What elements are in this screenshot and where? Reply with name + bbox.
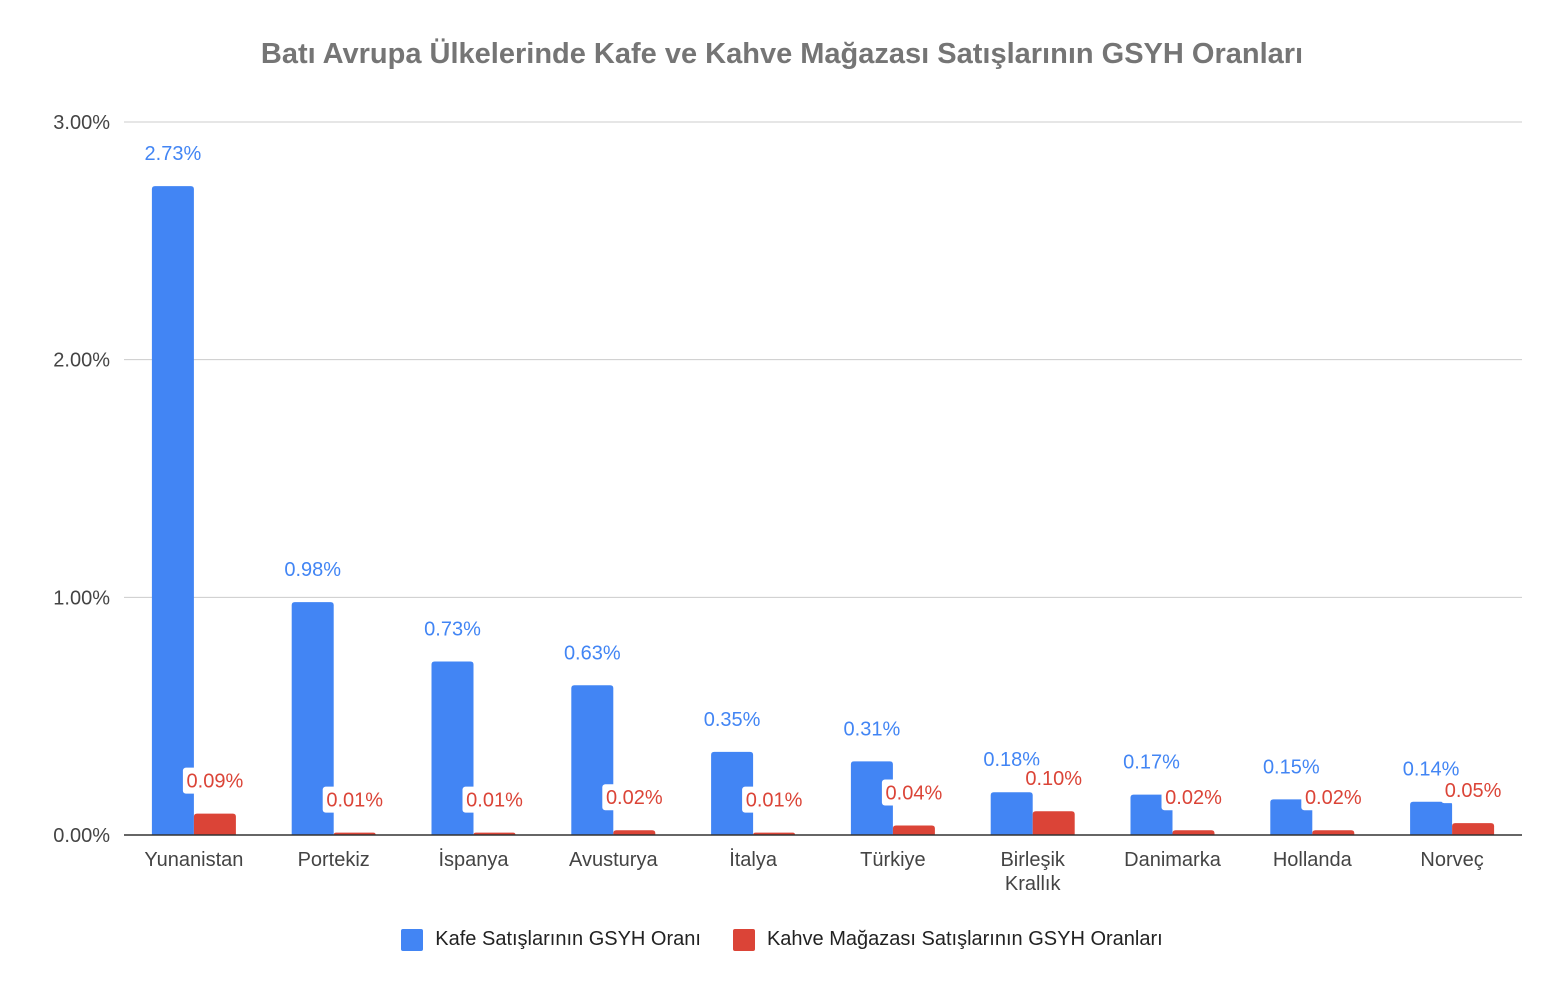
bar-kafe: [990, 792, 1033, 835]
x-tick-label: Portekiz: [298, 849, 370, 871]
data-label-kahve: 0.01%: [326, 790, 383, 812]
data-label-kafe: 0.63%: [564, 642, 621, 664]
data-label-bg: [1021, 765, 1086, 792]
data-label-kafe: 0.15%: [1263, 756, 1320, 778]
bar-kahve: [1032, 811, 1075, 835]
legend-swatch-kahve: [732, 928, 755, 951]
bar-kafe: [1410, 801, 1453, 835]
y-tick-label: 3.00%: [53, 112, 110, 134]
data-label-kafe: 0.17%: [1123, 752, 1180, 774]
data-label-kahve: 0.04%: [886, 782, 943, 804]
data-label-kafe: 0.14%: [1403, 759, 1460, 781]
x-tick-label: Avusturya: [569, 849, 658, 871]
data-label-kahve: 0.01%: [746, 790, 803, 812]
bar-kahve: [1312, 830, 1355, 835]
legend-label-kahve: Kahve Mağazası Satışlarının GSYH Oranlar…: [766, 928, 1163, 950]
data-label-bg: [322, 786, 387, 813]
x-tick-label: Danimarka: [1124, 849, 1222, 871]
data-label-bg: [182, 767, 247, 794]
data-label-kafe: 0.98%: [284, 559, 341, 581]
x-tick-label: Krallık: [1005, 873, 1062, 895]
legend-item-kahve[interactable]: Kahve Mağazası Satışlarının GSYH Oranlar…: [732, 928, 1163, 951]
bar-kahve: [613, 830, 656, 835]
data-label-kafe: 0.31%: [844, 718, 901, 740]
x-tick-label: İspanya: [438, 848, 509, 871]
legend-label-kafe: Kafe Satışlarının GSYH Oranı: [435, 928, 701, 950]
bar-kafe: [151, 186, 194, 836]
bar-kafe: [711, 751, 754, 835]
legend-swatch-kafe: [401, 928, 424, 951]
data-label-kahve: 0.02%: [1305, 787, 1362, 809]
x-tick-label: İtalya: [729, 848, 778, 871]
data-label-kafe: 2.73%: [145, 143, 202, 165]
data-label-bg: [1301, 784, 1366, 811]
data-label-kafe: 0.35%: [704, 709, 761, 731]
y-tick-label: 0.00%: [53, 825, 110, 847]
data-label-bg: [602, 784, 667, 811]
data-label-bg: [1441, 777, 1506, 804]
data-label-kahve: 0.01%: [466, 790, 523, 812]
data-label-bg: [462, 786, 527, 813]
y-tick-label: 1.00%: [53, 587, 110, 609]
bar-kafe: [291, 602, 334, 835]
bar-kahve: [193, 813, 236, 835]
x-tick-label: Türkiye: [860, 849, 926, 871]
data-label-kahve: 0.02%: [606, 787, 663, 809]
data-label-kafe: 0.73%: [424, 619, 481, 641]
data-label-kahve: 0.02%: [1165, 787, 1222, 809]
bar-kahve: [892, 825, 935, 835]
bar-kahve: [1172, 830, 1215, 835]
data-label-kahve: 0.09%: [187, 771, 244, 793]
data-label-bg: [1161, 784, 1226, 811]
legend: Kafe Satışlarının GSYH Oranı Kahve Mağaz…: [0, 928, 1564, 951]
x-tick-label: Hollanda: [1273, 849, 1353, 871]
x-tick-label: Yunanistan: [144, 849, 243, 871]
x-tick-label: Birleşik: [1000, 849, 1065, 871]
data-label-kahve: 0.10%: [1025, 768, 1082, 790]
x-tick-label: Norveç: [1420, 849, 1483, 871]
bar-kafe: [850, 761, 893, 835]
data-label-kahve: 0.05%: [1445, 780, 1502, 802]
y-tick-label: 2.00%: [53, 350, 110, 372]
data-label-bg: [881, 779, 946, 806]
legend-item-kafe[interactable]: Kafe Satışlarının GSYH Oranı: [401, 928, 701, 951]
data-label-bg: [742, 786, 807, 813]
chart-title: Batı Avrupa Ülkelerinde Kafe ve Kahve Ma…: [260, 38, 1304, 70]
bar-kafe: [571, 685, 614, 835]
bar-kahve: [1452, 823, 1495, 835]
